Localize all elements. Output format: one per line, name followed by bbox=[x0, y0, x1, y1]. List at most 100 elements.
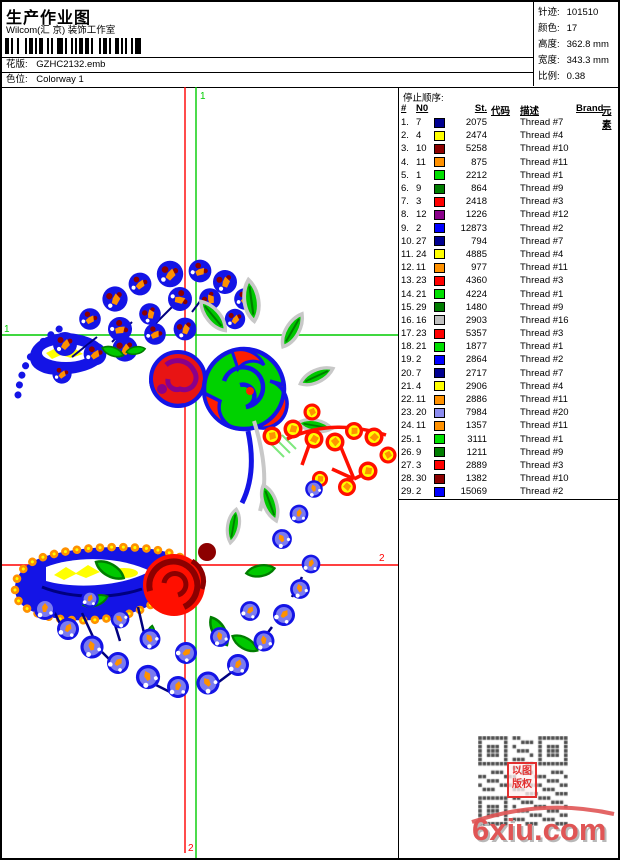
row-description: Thread #4 bbox=[520, 248, 564, 260]
table-row: 14. 21 4224 Thread #1 bbox=[401, 287, 617, 300]
colorway-row: 色位: Colorway 1 bbox=[6, 74, 84, 86]
table-row: 10. 27 794 Thread #7 bbox=[401, 235, 617, 248]
row-seq: 8. bbox=[401, 209, 409, 221]
row-needle: 23 bbox=[416, 275, 427, 287]
row-seq: 6. bbox=[401, 183, 409, 195]
row-seq: 9. bbox=[401, 222, 409, 234]
row-needle: 27 bbox=[416, 235, 427, 247]
pattern-label: 花版: bbox=[6, 59, 28, 70]
row-seq: 24. bbox=[401, 420, 415, 432]
table-row: 13. 23 4360 Thread #3 bbox=[401, 274, 617, 287]
row-needle: 4 bbox=[416, 130, 422, 142]
row-description: Thread #1 bbox=[520, 341, 564, 353]
row-seq: 4. bbox=[401, 156, 409, 168]
header-divider-1 bbox=[2, 57, 533, 58]
thread-color-swatch bbox=[434, 460, 445, 471]
thread-color-swatch bbox=[434, 275, 445, 286]
row-seq: 2. bbox=[401, 130, 409, 142]
table-row: 21. 4 2906 Thread #4 bbox=[401, 380, 617, 393]
embroidery-design: 1 1 2 2 bbox=[2, 87, 398, 858]
stat-colors-value: 17 bbox=[566, 23, 578, 34]
row-description: Thread #2 bbox=[520, 354, 564, 366]
thread-color-swatch bbox=[434, 486, 445, 497]
design-stats-panel: 针迹: 101510 颜色: 17 高度: 362.8 mm 宽度: 343.3… bbox=[533, 2, 617, 86]
row-swatch-cell bbox=[434, 289, 451, 300]
barcode bbox=[5, 38, 145, 54]
row-seq: 29. bbox=[401, 486, 415, 498]
row-needle: 10 bbox=[416, 143, 427, 155]
thread-color-swatch bbox=[434, 394, 445, 405]
thread-color-swatch bbox=[434, 262, 445, 273]
row-seq: 11. bbox=[401, 248, 414, 260]
row-seq: 1. bbox=[401, 117, 409, 129]
row-description: Thread #4 bbox=[520, 380, 564, 392]
col-brand: Brand bbox=[576, 103, 604, 114]
row-needle: 21 bbox=[416, 288, 427, 300]
row-swatch-cell bbox=[434, 262, 451, 273]
row-seq: 28. bbox=[401, 473, 415, 485]
row-swatch-cell bbox=[434, 315, 451, 326]
row-description: Thread #9 bbox=[520, 446, 564, 458]
stat-height-label: 高度: bbox=[538, 39, 560, 50]
row-needle: 21 bbox=[416, 341, 427, 353]
stat-width-label: 宽度: bbox=[538, 55, 560, 66]
thread-color-swatch bbox=[434, 117, 445, 128]
row-swatch-cell bbox=[434, 249, 451, 260]
row-stitches: 3111 bbox=[467, 433, 487, 445]
table-row: 3. 10 5258 Thread #10 bbox=[401, 142, 617, 155]
row-description: Thread #11 bbox=[520, 262, 568, 274]
colorway-label: 色位: bbox=[6, 74, 28, 85]
row-description: Thread #7 bbox=[520, 235, 564, 247]
row-description: Thread #3 bbox=[520, 275, 564, 287]
thread-color-swatch bbox=[434, 473, 445, 484]
stop-sequence-title: 停止顺序: bbox=[403, 93, 444, 104]
row-stitches: 4224 bbox=[465, 288, 487, 300]
pattern-file-row: 花版: GZHC2132.emb bbox=[6, 59, 105, 71]
row-swatch-cell bbox=[434, 183, 451, 194]
center-rose bbox=[201, 346, 289, 432]
col-description: 描述 bbox=[520, 106, 540, 117]
table-row: 27. 3 2889 Thread #3 bbox=[401, 459, 617, 472]
row-needle: 11 bbox=[416, 156, 426, 168]
row-seq: 18. bbox=[401, 341, 415, 353]
stat-stitches: 针迹: 101510 bbox=[538, 5, 617, 21]
table-row: 20. 7 2717 Thread #7 bbox=[401, 367, 617, 380]
row-swatch-cell bbox=[434, 130, 451, 141]
stat-height-value: 362.8 mm bbox=[566, 39, 609, 50]
row-stitches: 2903 bbox=[465, 314, 487, 326]
row-description: Thread #7 bbox=[520, 367, 564, 379]
thread-color-swatch bbox=[434, 183, 445, 194]
table-row: 17. 23 5357 Thread #3 bbox=[401, 327, 617, 340]
row-needle: 2 bbox=[416, 222, 422, 234]
table-row: 4. 11 875 Thread #11 bbox=[401, 156, 617, 169]
table-row: 12. 11 977 Thread #11 bbox=[401, 261, 617, 274]
site-watermark: 6xiu.com bbox=[468, 802, 618, 854]
thread-color-swatch bbox=[434, 315, 445, 326]
row-swatch-cell bbox=[434, 157, 451, 168]
col-needle: N0 bbox=[416, 103, 429, 114]
row-description: Thread #1 bbox=[520, 169, 564, 181]
row-swatch-cell bbox=[434, 486, 451, 497]
row-swatch-cell bbox=[434, 223, 451, 234]
table-row: 2. 4 2474 Thread #4 bbox=[401, 129, 617, 142]
row-swatch-cell bbox=[434, 394, 451, 405]
row-seq: 20. bbox=[401, 367, 415, 379]
thread-color-swatch bbox=[434, 209, 445, 220]
row-swatch-cell bbox=[434, 420, 451, 431]
thread-color-swatch bbox=[434, 223, 445, 234]
row-description: Thread #12 bbox=[520, 209, 569, 221]
table-bottom-border bbox=[399, 499, 618, 500]
row-seq: 16. bbox=[401, 314, 415, 326]
col-code: 代码 bbox=[491, 106, 511, 117]
thread-color-swatch bbox=[434, 196, 445, 207]
table-row: 5. 1 2212 Thread #1 bbox=[401, 169, 617, 182]
col-seq: # bbox=[401, 103, 407, 114]
guide-label-bottom: 2 bbox=[188, 843, 194, 854]
row-stitches: 5258 bbox=[465, 143, 487, 155]
header-bottom-border bbox=[2, 87, 618, 88]
stat-colors: 颜色: 17 bbox=[538, 21, 617, 37]
row-stitches: 5357 bbox=[465, 328, 487, 340]
thread-color-swatch bbox=[434, 302, 445, 313]
colorway-value: Colorway 1 bbox=[36, 74, 84, 85]
